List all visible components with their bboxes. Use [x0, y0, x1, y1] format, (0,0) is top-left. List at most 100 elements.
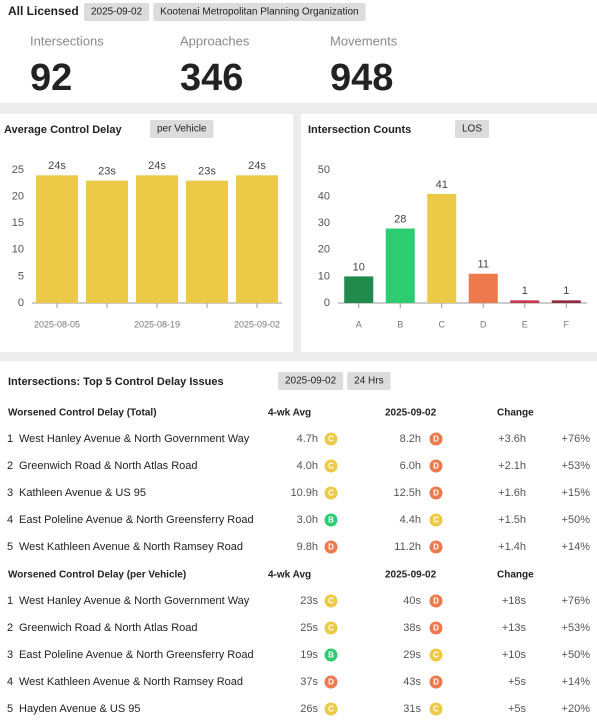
- bar: [86, 180, 128, 303]
- grade-badge: [324, 540, 338, 554]
- change-pct: +53%: [562, 460, 591, 472]
- y-tick-label: 0: [324, 297, 330, 309]
- grade-badge: [324, 513, 338, 527]
- change-pct: +50%: [562, 649, 591, 661]
- intersection-name[interactable]: Kathleen Avenue & US 95: [19, 487, 146, 499]
- intersection-name[interactable]: West Kathleen Avenue & North Ramsey Road: [19, 676, 243, 688]
- change-pct: +50%: [562, 514, 591, 526]
- current-delay: 4.4h: [400, 514, 421, 526]
- grade-badge: [429, 702, 443, 716]
- intersection-name[interactable]: Greenwich Road & North Atlas Road: [19, 460, 198, 472]
- change: +18s: [502, 595, 527, 607]
- page-title: All Licensed: [8, 4, 79, 18]
- bar: [468, 273, 498, 303]
- current-delay: 40s: [403, 595, 421, 607]
- grade-letter: C: [433, 651, 439, 660]
- grade-letter: C: [328, 624, 334, 633]
- tag-label: 24 Hrs: [354, 376, 383, 387]
- table-header: 2025-09-02: [385, 408, 437, 419]
- change: +2.1h: [498, 460, 526, 472]
- grade-letter: D: [433, 624, 439, 633]
- x-tick-label: 2025-09-02: [234, 319, 280, 329]
- rank: 1: [7, 433, 13, 445]
- y-tick-label: 10: [318, 270, 330, 282]
- intersection-name[interactable]: West Hanley Avenue & North Government Wa…: [19, 595, 250, 607]
- y-tick-label: 0: [18, 297, 24, 309]
- avg-delay: 3.0h: [297, 514, 318, 526]
- change: +5s: [508, 676, 527, 688]
- grade-letter: C: [328, 435, 334, 444]
- rank: 5: [7, 703, 13, 715]
- change-pct: +76%: [562, 595, 591, 607]
- bar: [385, 228, 415, 303]
- x-tick-label: 2025-08-19: [134, 319, 180, 329]
- grade-letter: D: [433, 489, 439, 498]
- grade-badge: [324, 459, 338, 473]
- x-tick-label: A: [356, 319, 362, 329]
- x-tick-label: F: [564, 319, 570, 329]
- intersection-name[interactable]: Hayden Avenue & US 95: [19, 703, 141, 715]
- x-tick-label: C: [439, 319, 446, 329]
- change: +1.4h: [498, 541, 526, 553]
- chart-title: Intersection Counts: [308, 124, 411, 136]
- y-tick-label: 50: [318, 164, 330, 176]
- issues-panel: [0, 361, 597, 721]
- grade-letter: C: [328, 705, 334, 714]
- avg-delay: 23s: [300, 595, 318, 607]
- intersection-name[interactable]: West Hanley Avenue & North Government Wa…: [19, 433, 250, 445]
- chart-title: Average Control Delay: [4, 124, 122, 136]
- rank: 2: [7, 622, 13, 634]
- tag: [278, 372, 344, 390]
- tag: [84, 3, 150, 21]
- grade-badge: [429, 432, 443, 446]
- change-pct: +20%: [562, 703, 591, 715]
- data-label: 28: [394, 213, 406, 225]
- rank: 1: [7, 595, 13, 607]
- grade-letter: D: [328, 543, 334, 552]
- rank: 4: [7, 676, 13, 688]
- grade-letter: C: [328, 462, 334, 471]
- bar: [186, 180, 228, 303]
- grade-letter: D: [328, 678, 334, 687]
- stat-value: 346: [180, 57, 243, 99]
- grade-letter: D: [433, 462, 439, 471]
- current-delay: 43s: [403, 676, 421, 688]
- grade-letter: B: [328, 516, 334, 525]
- rank: 4: [7, 514, 13, 526]
- change-pct: +53%: [562, 622, 591, 634]
- avg-delay: 9.8h: [297, 541, 318, 553]
- y-tick-label: 5: [18, 270, 24, 282]
- issues-title: Intersections: Top 5 Control Delay Issue…: [8, 376, 224, 388]
- intersection-name[interactable]: East Poleline Avenue & North Greensferry…: [19, 649, 254, 661]
- intersection-name[interactable]: Greenwich Road & North Atlas Road: [19, 622, 198, 634]
- change-pct: +15%: [562, 487, 591, 499]
- grade-badge: [324, 486, 338, 500]
- grade-badge: [324, 702, 338, 716]
- current-delay: 38s: [403, 622, 421, 634]
- table-header: 4-wk Avg: [268, 408, 311, 419]
- current-delay: 8.2h: [400, 433, 421, 445]
- grade-badge: [324, 594, 338, 608]
- x-tick-label: B: [397, 319, 403, 329]
- grade-badge: [429, 540, 443, 554]
- change: +1.5h: [498, 514, 526, 526]
- intersection-name[interactable]: West Kathleen Avenue & North Ramsey Road: [19, 541, 243, 553]
- current-delay: 12.5h: [393, 487, 421, 499]
- change-pct: +14%: [562, 676, 591, 688]
- current-delay: 29s: [403, 649, 421, 661]
- grade-letter: D: [433, 543, 439, 552]
- data-label: 23s: [98, 166, 116, 178]
- change-pct: +14%: [562, 541, 591, 553]
- grade-badge: [324, 621, 338, 635]
- grade-letter: C: [328, 597, 334, 606]
- tag: [150, 120, 214, 138]
- current-delay: 31s: [403, 703, 421, 715]
- table-header: 2025-09-02: [385, 570, 437, 581]
- intersection-name[interactable]: East Poleline Avenue & North Greensferry…: [19, 514, 254, 526]
- tag: [455, 120, 490, 138]
- table-header: Worsened Control Delay (per Vehicle): [8, 570, 186, 581]
- data-label: 41: [436, 179, 448, 191]
- avg-delay: 4.7h: [297, 433, 318, 445]
- tag-label: Kootenai Metropolitan Planning Organizat…: [160, 7, 358, 18]
